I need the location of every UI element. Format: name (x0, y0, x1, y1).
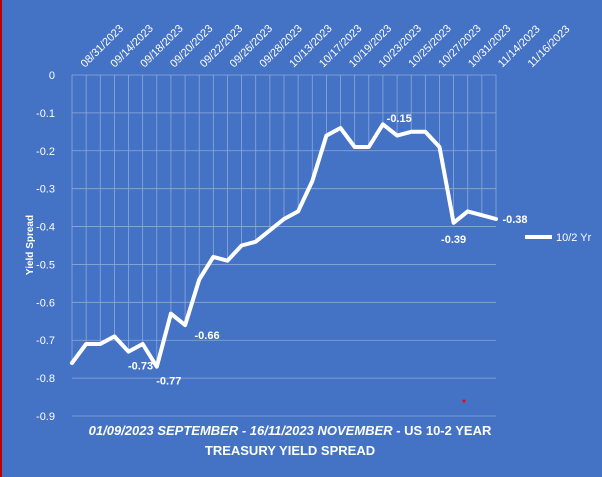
chart-title-line2: TREASURY YIELD SPREAD (204, 443, 376, 458)
chart-title-line1: 01/09/2023 SEPTEMBER - 16/11/2023 NOVEMB… (40, 423, 540, 438)
y-tick-label: -0.2 (36, 146, 55, 158)
y-tick-label: -0.6 (36, 297, 55, 309)
y-tick-label: -0.4 (36, 222, 55, 234)
data-label: -0.15 (387, 113, 412, 125)
y-axis-title: Yield Spread (25, 215, 36, 275)
left-border (0, 0, 2, 477)
data-label: -0.77 (156, 376, 181, 388)
y-tick-label: -0.9 (36, 411, 55, 423)
chart-title-date-range: 01/09/2023 SEPTEMBER - 16/11/2023 NOVEMB… (88, 423, 393, 438)
data-label: -0.73 (128, 361, 153, 373)
y-tick-label: -0.7 (36, 335, 55, 347)
marker-dot (462, 399, 466, 403)
data-label: -0.39 (441, 234, 466, 246)
data-label: -0.38 (502, 214, 527, 226)
y-tick-label: 0 (49, 70, 55, 82)
y-tick-label: -0.3 (36, 184, 55, 196)
chart-title-subject: - US 10-2 YEAR (392, 423, 492, 438)
y-tick-label: -0.5 (36, 259, 55, 271)
legend-label: 10/2 Yr (556, 232, 592, 244)
y-tick-label: -0.1 (36, 108, 55, 120)
y-tick-label: -0.8 (36, 373, 55, 385)
data-label: -0.66 (195, 330, 220, 342)
